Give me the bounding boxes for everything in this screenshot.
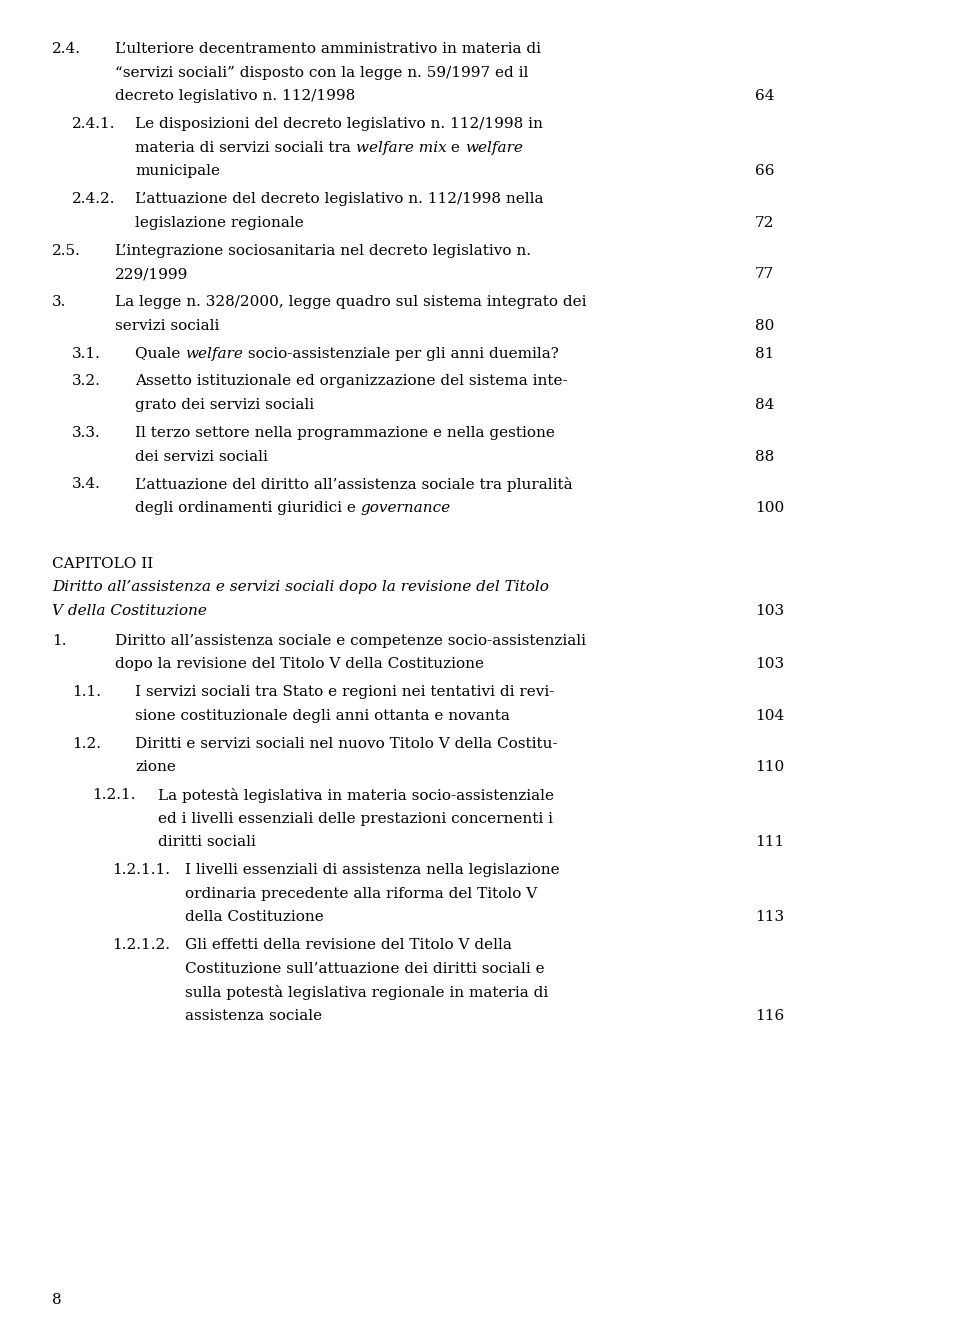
Text: 2.5.: 2.5. (52, 244, 81, 257)
Text: L’attuazione del decreto legislativo n. 112/1998 nella: L’attuazione del decreto legislativo n. … (135, 192, 543, 206)
Text: Diritto all’assistenza sociale e competenze socio-assistenziali: Diritto all’assistenza sociale e compete… (115, 634, 586, 647)
Text: 111: 111 (755, 835, 784, 850)
Text: Quale: Quale (135, 346, 185, 361)
Text: 1.2.: 1.2. (72, 737, 101, 750)
Text: 3.2.: 3.2. (72, 374, 101, 389)
Text: 1.2.1.2.: 1.2.1.2. (112, 938, 170, 952)
Text: degli ordinamenti giuridici e: degli ordinamenti giuridici e (135, 501, 361, 515)
Text: 229/1999: 229/1999 (115, 268, 188, 281)
Text: 64: 64 (755, 89, 775, 103)
Text: servizi sociali: servizi sociali (115, 318, 220, 333)
Text: L’integrazione sociosanitaria nel decreto legislativo n.: L’integrazione sociosanitaria nel decret… (115, 244, 531, 257)
Text: 2.4.2.: 2.4.2. (72, 192, 115, 206)
Text: 110: 110 (755, 761, 784, 774)
Text: ed i livelli essenziali delle prestazioni concernenti i: ed i livelli essenziali delle prestazion… (158, 811, 553, 826)
Text: 3.4.: 3.4. (72, 477, 101, 492)
Text: legislazione regionale: legislazione regionale (135, 216, 303, 230)
Text: dei servizi sociali: dei servizi sociali (135, 449, 268, 464)
Text: welfare: welfare (185, 346, 243, 361)
Text: diritti sociali: diritti sociali (158, 835, 256, 850)
Text: Le disposizioni del decreto legislativo n. 112/1998 in: Le disposizioni del decreto legislativo … (135, 117, 542, 131)
Text: L’attuazione del diritto all’assistenza sociale tra pluralità: L’attuazione del diritto all’assistenza … (135, 477, 572, 493)
Text: 84: 84 (755, 398, 775, 412)
Text: 72: 72 (755, 216, 775, 230)
Text: La legge n. 328/2000, legge quadro sul sistema integrato dei: La legge n. 328/2000, legge quadro sul s… (115, 296, 587, 309)
Text: 103: 103 (755, 605, 784, 618)
Text: 116: 116 (755, 1010, 784, 1023)
Text: L’ulteriore decentramento amministrativo in materia di: L’ulteriore decentramento amministrativo… (115, 43, 541, 56)
Text: welfare mix: welfare mix (356, 141, 446, 155)
Text: 113: 113 (755, 910, 784, 924)
Text: 8: 8 (52, 1293, 61, 1307)
Text: municipale: municipale (135, 164, 220, 178)
Text: 66: 66 (755, 164, 775, 178)
Text: I servizi sociali tra Stato e regioni nei tentativi di revi-: I servizi sociali tra Stato e regioni ne… (135, 685, 554, 699)
Text: Gli effetti della revisione del Titolo V della: Gli effetti della revisione del Titolo V… (185, 938, 512, 952)
Text: 104: 104 (755, 709, 784, 723)
Text: della Costituzione: della Costituzione (185, 910, 324, 924)
Text: 1.: 1. (52, 634, 66, 647)
Text: 3.3.: 3.3. (72, 426, 101, 440)
Text: Assetto istituzionale ed organizzazione del sistema inte-: Assetto istituzionale ed organizzazione … (135, 374, 567, 389)
Text: grato dei servizi sociali: grato dei servizi sociali (135, 398, 314, 412)
Text: socio-assistenziale per gli anni duemila?: socio-assistenziale per gli anni duemila… (243, 346, 559, 361)
Text: sulla potestà legislativa regionale in materia di: sulla potestà legislativa regionale in m… (185, 986, 548, 1000)
Text: assistenza sociale: assistenza sociale (185, 1010, 323, 1023)
Text: materia di servizi sociali tra: materia di servizi sociali tra (135, 141, 356, 155)
Text: 2.4.: 2.4. (52, 43, 81, 56)
Text: 1.2.1.1.: 1.2.1.1. (112, 863, 170, 876)
Text: 88: 88 (755, 449, 775, 464)
Text: zione: zione (135, 761, 176, 774)
Text: decreto legislativo n. 112/1998: decreto legislativo n. 112/1998 (115, 89, 355, 103)
Text: “servizi sociali” disposto con la legge n. 59/1997 ed il: “servizi sociali” disposto con la legge … (115, 65, 528, 80)
Text: La potestà legislativa in materia socio-assistenziale: La potestà legislativa in materia socio-… (158, 789, 554, 803)
Text: 3.: 3. (52, 296, 66, 309)
Text: CAPITOLO II: CAPITOLO II (52, 557, 154, 571)
Text: 103: 103 (755, 657, 784, 671)
Text: Costituzione sull’attuazione dei diritti sociali e: Costituzione sull’attuazione dei diritti… (185, 962, 544, 976)
Text: sione costituzionale degli anni ottanta e novanta: sione costituzionale degli anni ottanta … (135, 709, 510, 723)
Text: governance: governance (361, 501, 451, 515)
Text: dopo la revisione del Titolo V della Costituzione: dopo la revisione del Titolo V della Cos… (115, 657, 484, 671)
Text: Diritti e servizi sociali nel nuovo Titolo V della Costitu-: Diritti e servizi sociali nel nuovo Tito… (135, 737, 558, 750)
Text: e: e (446, 141, 466, 155)
Text: 2.4.1.: 2.4.1. (72, 117, 115, 131)
Text: Il terzo settore nella programmazione e nella gestione: Il terzo settore nella programmazione e … (135, 426, 555, 440)
Text: I livelli essenziali di assistenza nella legislazione: I livelli essenziali di assistenza nella… (185, 863, 560, 876)
Text: 81: 81 (755, 346, 775, 361)
Text: 1.2.1.: 1.2.1. (92, 789, 135, 802)
Text: 3.1.: 3.1. (72, 346, 101, 361)
Text: 100: 100 (755, 501, 784, 515)
Text: welfare: welfare (466, 141, 523, 155)
Text: Diritto all’assistenza e servizi sociali dopo la revisione del Titolo: Diritto all’assistenza e servizi sociali… (52, 581, 549, 594)
Text: 77: 77 (755, 268, 775, 281)
Text: 1.1.: 1.1. (72, 685, 101, 699)
Text: ordinaria precedente alla riforma del Titolo V: ordinaria precedente alla riforma del Ti… (185, 887, 538, 900)
Text: V della Costituzione: V della Costituzione (52, 605, 206, 618)
Text: 80: 80 (755, 318, 775, 333)
